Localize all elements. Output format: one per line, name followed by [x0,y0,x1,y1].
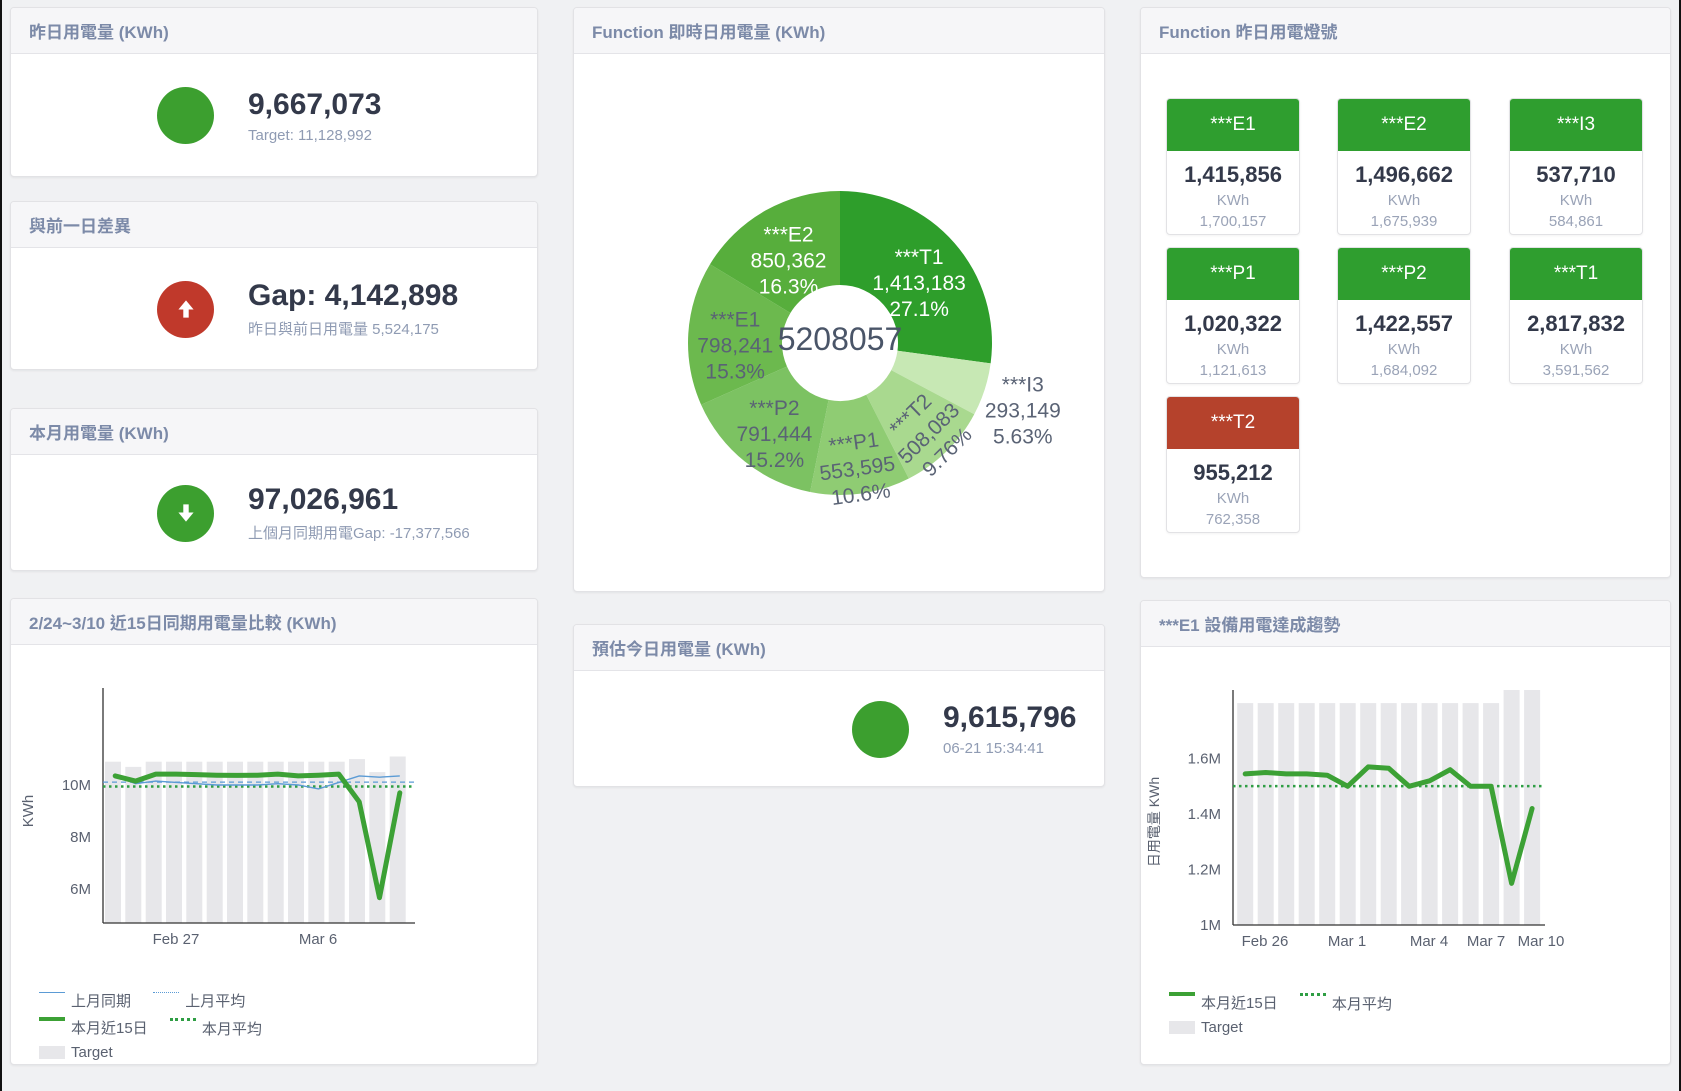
svg-text:KWh: KWh [20,795,37,828]
svg-text:Mar 4: Mar 4 [1410,933,1448,950]
svg-text:791,444: 791,444 [736,423,812,446]
svg-text:1.2M: 1.2M [1188,862,1221,879]
svg-text:27.1%: 27.1% [889,298,949,321]
svg-text:1.4M: 1.4M [1188,806,1221,823]
svg-text:16.3%: 16.3% [759,276,819,299]
svg-text:15.3%: 15.3% [705,360,765,383]
svg-text:Feb 27: Feb 27 [153,931,200,948]
svg-text:***E2: ***E2 [763,224,813,247]
svg-text:5208057: 5208057 [778,321,903,357]
svg-text:Mar 1: Mar 1 [1328,933,1366,950]
svg-text:8M: 8M [70,829,91,846]
svg-text:Mar 10: Mar 10 [1518,933,1565,950]
svg-text:10M: 10M [62,777,91,794]
svg-text:798,241: 798,241 [697,334,773,357]
svg-text:1,413,183: 1,413,183 [872,272,965,295]
svg-text:***I3: ***I3 [1002,374,1044,397]
svg-text:293,149: 293,149 [985,400,1061,423]
svg-text:日用電量 KWh: 日用電量 KWh [1146,777,1162,867]
svg-text:***E1: ***E1 [710,308,760,331]
svg-text:850,362: 850,362 [751,250,827,273]
svg-text:***T1: ***T1 [895,246,944,269]
svg-text:15.2%: 15.2% [745,449,805,472]
svg-text:Feb 26: Feb 26 [1242,933,1289,950]
svg-text:1.6M: 1.6M [1188,751,1221,768]
svg-text:1M: 1M [1200,917,1221,934]
svg-text:Mar 7: Mar 7 [1467,933,1505,950]
svg-text:Mar 6: Mar 6 [299,931,337,948]
svg-text:6M: 6M [70,881,91,898]
svg-text:***P2: ***P2 [749,397,799,420]
svg-text:5.63%: 5.63% [993,426,1053,449]
